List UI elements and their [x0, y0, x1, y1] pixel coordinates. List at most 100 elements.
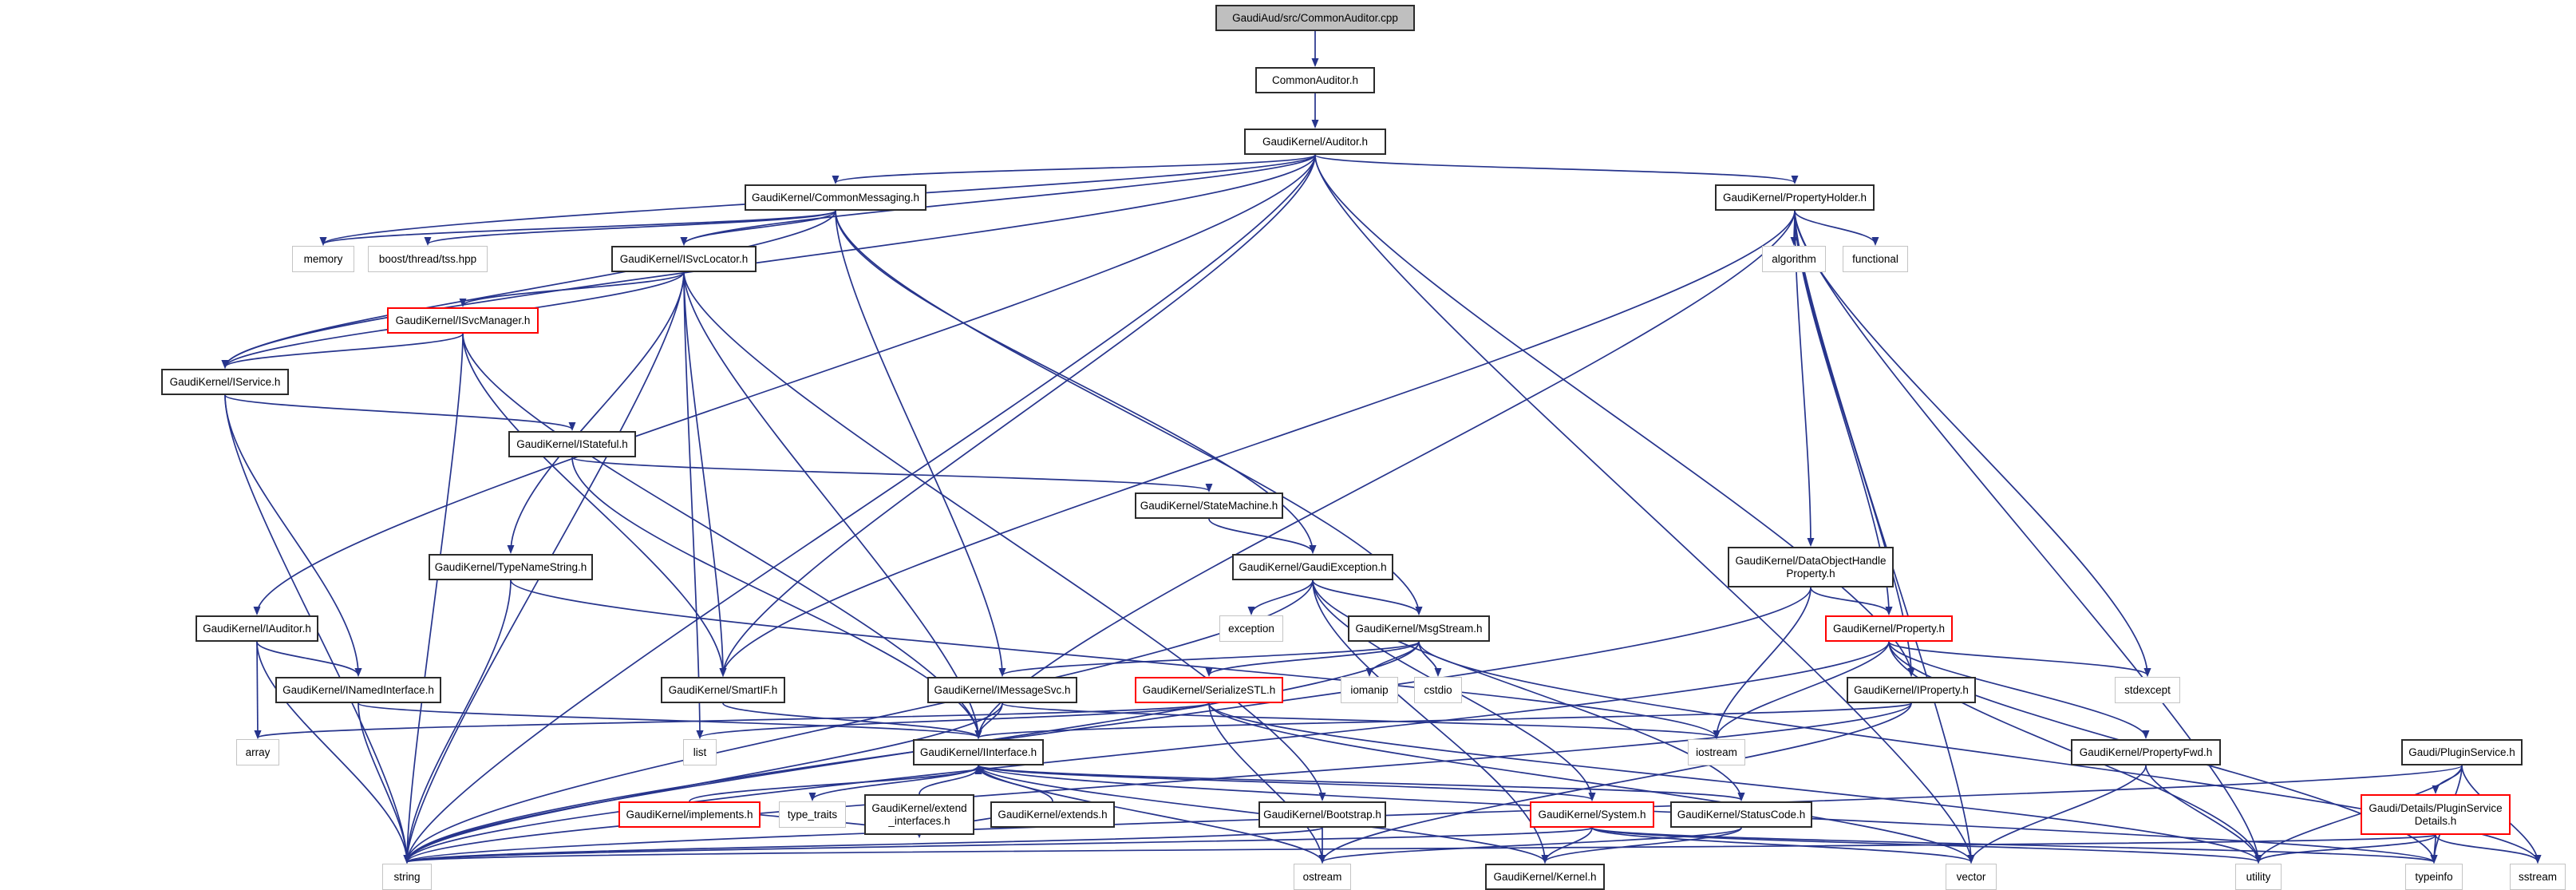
- include-edge-commonmessaging-to-boost_tss: [424, 210, 836, 246]
- graph-node-msgstream[interactable]: GaudiKernel/MsgStream.h: [1348, 615, 1490, 642]
- include-edge-propertyholder-to-iproperty: [1794, 210, 1915, 677]
- graph-node-label: memory: [303, 252, 343, 265]
- graph-node-label: GaudiKernel/DataObjectHandle: [1735, 555, 1887, 567]
- include-edge-iservice-to-istateful: [224, 394, 576, 431]
- graph-node-functional: functional: [1843, 246, 1908, 272]
- graph-node-pluginservice[interactable]: Gaudi/PluginService.h: [2401, 739, 2523, 765]
- include-edge-iproperty-to-string: [403, 702, 1912, 864]
- graph-node-label: functional: [1852, 252, 1898, 265]
- include-edge-isvclocator-to-typenamestring: [507, 271, 685, 554]
- graph-node-statemachine[interactable]: GaudiKernel/StateMachine.h: [1135, 492, 1283, 519]
- graph-node-kernel[interactable]: GaudiKernel/Kernel.h: [1485, 864, 1605, 890]
- graph-node-iauditor[interactable]: GaudiKernel/IAuditor.h: [196, 615, 318, 642]
- include-edge-propertyfwd-to-utility: [2145, 765, 2262, 864]
- include-edge-system-to-typeinfo: [1591, 827, 2437, 864]
- graph-node-smartif[interactable]: GaudiKernel/SmartIF.h: [661, 677, 785, 703]
- graph-node-isvclocator[interactable]: GaudiKernel/ISvcLocator.h: [611, 246, 757, 272]
- include-edge-iauditor-to-array: [254, 641, 262, 739]
- graph-node-statuscode[interactable]: GaudiKernel/StatusCode.h: [1670, 801, 1812, 828]
- include-edge-propertyholder-to-functional: [1794, 210, 1879, 246]
- graph-node-gaudiexception[interactable]: GaudiKernel/GaudiException.h: [1232, 554, 1393, 580]
- graph-node-label: GaudiKernel/GaudiException.h: [1239, 560, 1387, 573]
- graph-node-auditor_h[interactable]: GaudiKernel/Auditor.h: [1244, 129, 1386, 155]
- include-edge-gaudiexception-to-statuscode: [1312, 579, 1745, 801]
- graph-node-iservice[interactable]: GaudiKernel/IService.h: [161, 369, 289, 395]
- include-edge-bootstrap-to-string: [404, 827, 1323, 864]
- graph-node-label: GaudiKernel/TypeNameString.h: [434, 560, 587, 573]
- graph-node-label: GaudiKernel/INamedInterface.h: [282, 683, 434, 696]
- include-edge-pluginservicedetails-to-sstream: [2435, 834, 2542, 864]
- graph-node-label: _interfaces.h: [888, 814, 950, 827]
- graph-node-label: GaudiKernel/IService.h: [169, 375, 281, 388]
- include-edge-inamedinterface-to-string: [358, 702, 411, 864]
- include-edge-commonmessaging-to-iservice: [221, 210, 836, 369]
- include-edge-commonmessaging-to-gaudiexception: [835, 210, 1317, 554]
- graph-node-iinterface[interactable]: GaudiKernel/IInterface.h: [913, 739, 1044, 765]
- include-edge-isvcmanager-to-smartif: [462, 333, 727, 677]
- include-edge-implements-to-iinterface: [689, 765, 982, 802]
- graph-node-label: GaudiKernel/SmartIF.h: [668, 683, 778, 696]
- graph-node-sstream: sstream: [2510, 864, 2566, 890]
- graph-node-serializestl[interactable]: GaudiKernel/SerializeSTL.h: [1135, 677, 1283, 703]
- graph-node-label: vector: [1956, 870, 1986, 883]
- include-edge-serializestl-to-utility: [1208, 702, 2262, 864]
- include-edge-iauditor-to-string: [256, 641, 411, 864]
- graph-node-label: GaudiKernel/Kernel.h: [1493, 870, 1597, 883]
- graph-node-label: GaudiKernel/CommonMessaging.h: [751, 191, 920, 204]
- graph-node-label: string: [393, 870, 421, 883]
- include-edge-smartif-to-iinterface: [722, 702, 982, 739]
- graph-node-commonauditor_h[interactable]: CommonAuditor.h: [1255, 67, 1375, 93]
- include-edge-property-to-string: [403, 641, 1890, 864]
- graph-node-bootstrap[interactable]: GaudiKernel/Bootstrap.h: [1258, 801, 1386, 828]
- include-edge-iauditor-to-inamedinterface: [256, 641, 362, 677]
- include-edge-propertyholder-to-iinterface: [974, 210, 1796, 739]
- graph-node-isvcmanager[interactable]: GaudiKernel/ISvcManager.h: [387, 307, 539, 334]
- graph-node-commonmessaging[interactable]: GaudiKernel/CommonMessaging.h: [745, 184, 926, 211]
- include-edge-iservice-to-inamedinterface: [224, 394, 362, 677]
- graph-node-label: stdexcept: [2124, 683, 2171, 696]
- graph-node-iostream: iostream: [1688, 739, 1745, 765]
- include-edge-gaudiexception-to-msgstream: [1312, 579, 1423, 615]
- graph-node-label: GaudiAud/src/CommonAuditor.cpp: [1232, 11, 1398, 24]
- graph-node-label: GaudiKernel/IAuditor.h: [203, 622, 311, 635]
- graph-node-istateful[interactable]: GaudiKernel/IStateful.h: [508, 431, 636, 457]
- graph-node-pluginservicedetails[interactable]: Gaudi/Details/PluginService Details.h: [2361, 794, 2511, 835]
- graph-node-vector: vector: [1946, 864, 1997, 890]
- graph-node-extends[interactable]: GaudiKernel/extends.h: [990, 801, 1115, 828]
- graph-node-typenamestring[interactable]: GaudiKernel/TypeNameString.h: [429, 554, 593, 580]
- graph-node-extend_interfaces[interactable]: GaudiKernel/extend _interfaces.h: [864, 794, 974, 835]
- graph-node-label: GaudiKernel/PropertyFwd.h: [2079, 746, 2213, 758]
- graph-node-propertyholder[interactable]: GaudiKernel/PropertyHolder.h: [1715, 184, 1875, 211]
- include-edge-imessagesvc-to-iostream: [1002, 702, 1721, 739]
- graph-node-implements[interactable]: GaudiKernel/implements.h: [618, 801, 761, 828]
- graph-node-label: iomanip: [1350, 683, 1389, 696]
- graph-node-typeinfo: typeinfo: [2405, 864, 2463, 890]
- graph-node-dataobjecthandleproperty[interactable]: GaudiKernel/DataObjectHandle Property.h: [1728, 547, 1894, 587]
- graph-node-list: list: [683, 739, 717, 765]
- graph-node-label: iostream: [1696, 746, 1737, 758]
- graph-node-label: GaudiKernel/SerializeSTL.h: [1142, 683, 1276, 696]
- graph-node-property[interactable]: GaudiKernel/Property.h: [1825, 615, 1953, 642]
- include-edge-propertyholder-to-vector: [1794, 210, 1975, 864]
- include-edge-auditor_h-to-smartif: [719, 154, 1316, 677]
- include-edge-commonmessaging-to-imessagesvc: [835, 210, 1006, 677]
- include-edge-imessagesvc-to-iinterface: [974, 702, 1003, 739]
- graph-node-label: GaudiKernel/IProperty.h: [1854, 683, 1969, 696]
- include-edge-msgstream-to-serializestl: [1205, 641, 1420, 677]
- graph-node-inamedinterface[interactable]: GaudiKernel/INamedInterface.h: [275, 677, 441, 703]
- graph-node-label: Gaudi/Details/PluginService: [2369, 802, 2503, 814]
- graph-node-imessagesvc[interactable]: GaudiKernel/IMessageSvc.h: [927, 677, 1077, 703]
- graph-node-system[interactable]: GaudiKernel/System.h: [1530, 801, 1654, 828]
- graph-node-label: GaudiKernel/Auditor.h: [1262, 135, 1369, 148]
- include-edge-iinterface-to-ostream: [978, 765, 1326, 864]
- graph-node-label: GaudiKernel/System.h: [1538, 808, 1646, 821]
- graph-node-propertyfwd[interactable]: GaudiKernel/PropertyFwd.h: [2071, 739, 2221, 765]
- include-edge-serializestl-to-array: [255, 702, 1210, 739]
- include-edge-commonmessaging-to-isvclocator: [680, 210, 836, 246]
- graph-node-exception: exception: [1219, 615, 1283, 642]
- include-edge-isvclocator-to-bootstrap: [683, 271, 1326, 801]
- include-edge-serializestl-to-list: [696, 702, 1210, 739]
- graph-node-iproperty[interactable]: GaudiKernel/IProperty.h: [1847, 677, 1976, 703]
- graph-node-label: list: [693, 746, 707, 758]
